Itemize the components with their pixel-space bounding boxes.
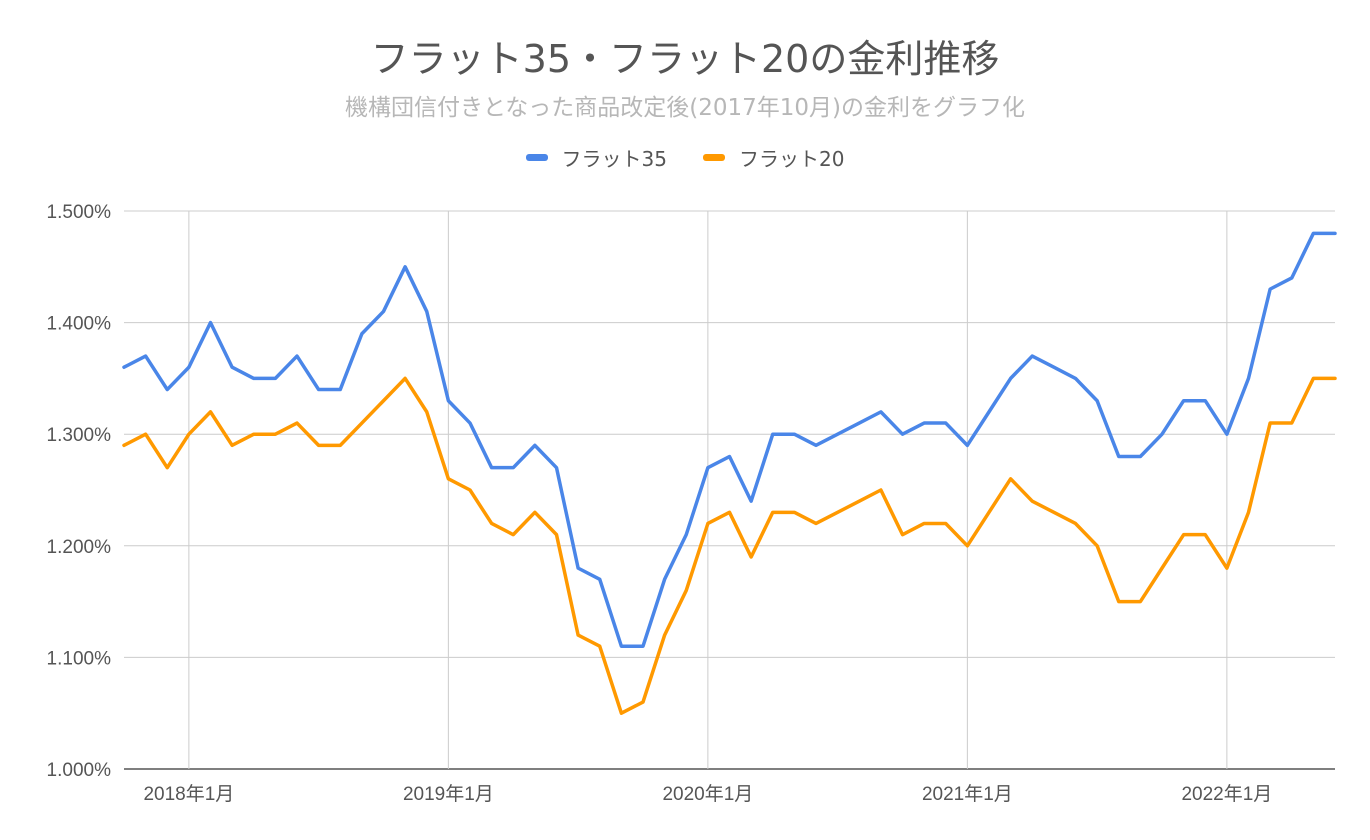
y-tick-label: 1.300% — [47, 425, 112, 446]
x-tick-label: 2022年1月 — [1181, 783, 1272, 805]
legend-label-flat35: フラット35 — [561, 147, 667, 171]
y-tick-label: 1.500% — [47, 202, 112, 223]
legend-item-flat20: フラット20 — [703, 143, 844, 172]
y-tick-label: 1.400% — [47, 314, 112, 335]
legend-swatch-flat20 — [703, 154, 725, 161]
series-line-flat35 — [122, 231, 1337, 648]
chart-title: フラット35・フラット20の金利推移 — [370, 37, 1000, 81]
x-tick-label: 2018年1月 — [143, 783, 234, 805]
series-line-flat20 — [122, 376, 1337, 715]
legend-item-flat35: フラット35 — [525, 143, 667, 172]
y-tick-label: 1.100% — [47, 648, 112, 669]
x-tick-label: 2019年1月 — [403, 783, 494, 805]
chart-subtitle: 機構団信付きとなった商品改定後(2017年10月)の金利をグラフ化 — [344, 95, 1026, 121]
legend-label-flat20: フラット20 — [739, 147, 845, 171]
legend: フラット35 フラット20 — [0, 143, 1370, 172]
legend-swatch-flat35 — [525, 154, 548, 161]
x-tick-label: 2020年1月 — [662, 783, 753, 805]
y-tick-label: 1.000% — [47, 760, 112, 781]
x-tick-label: 2021年1月 — [922, 783, 1013, 805]
y-tick-label: 1.200% — [47, 537, 112, 558]
